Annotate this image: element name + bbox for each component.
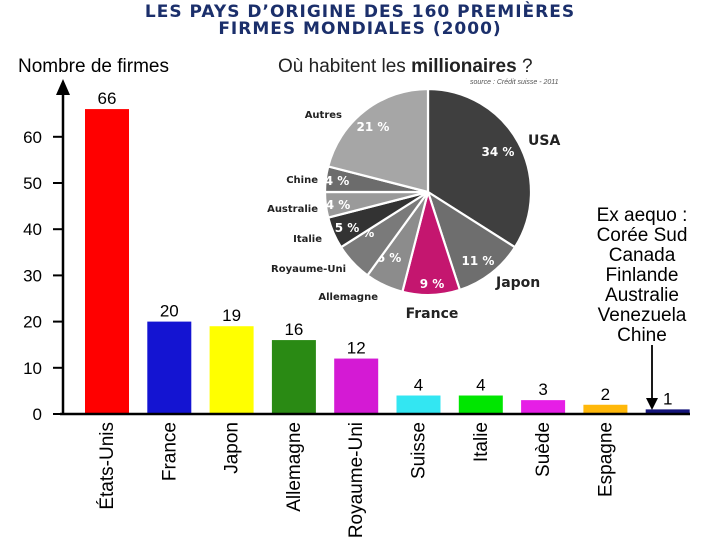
category-label: Italie xyxy=(471,422,492,462)
pie-percent-label: 34 % xyxy=(482,145,515,159)
pie-title-suffix: ? xyxy=(516,56,533,77)
pie-title-bold: millionaires xyxy=(411,56,517,77)
chart-axes: 0 10 20 30 40 50 60 xyxy=(23,79,690,424)
bar-value-label: 19 xyxy=(222,306,241,325)
category-label: Royaume-Uni xyxy=(346,422,367,538)
pie-percent-label: 5 % xyxy=(335,221,360,235)
category-label: Allemagne xyxy=(284,422,305,512)
bar-value-label: 3 xyxy=(538,380,547,399)
pie-slice-label: Australie xyxy=(267,204,318,215)
category-label: Suisse xyxy=(409,422,430,479)
pie-slice-label: Allemagne xyxy=(318,292,378,303)
chart-title-line-2: FIRMES MONDIALES (2000) xyxy=(218,19,502,39)
pie-slice xyxy=(326,87,430,194)
bar-value-label: 12 xyxy=(347,339,366,358)
bar-value-label: 1 xyxy=(663,389,672,408)
bar xyxy=(583,404,628,414)
pie-percent-label: 4 % xyxy=(325,174,350,188)
pie-slice-label: Autres xyxy=(305,110,342,121)
annotation-arrow-icon xyxy=(646,398,658,410)
y-axis-label: Nombre de firmes xyxy=(18,56,169,77)
category-label: France xyxy=(159,422,180,481)
bar-value-label: 66 xyxy=(98,89,117,108)
y-tick-label: 30 xyxy=(23,266,42,285)
bar-value-label: 20 xyxy=(160,302,179,321)
bar xyxy=(458,395,503,414)
chart-title-line-1: LES PAYS D’ORIGINE DES 160 PREMIÈRES xyxy=(144,2,576,22)
bar xyxy=(271,340,316,414)
ex-aequo-line: Canada xyxy=(608,245,676,266)
pie-slice-label: Italie xyxy=(293,234,322,245)
y-axis-arrow-icon xyxy=(56,79,70,95)
pie-slice-label: USA xyxy=(528,133,560,149)
pie-slice-label: Chine xyxy=(286,175,318,186)
bar xyxy=(521,400,566,414)
ex-aequo-line: Corée Sud xyxy=(596,225,688,246)
bar xyxy=(147,321,192,414)
ex-aequo-line: Venezuela xyxy=(597,305,687,326)
ex-aequo-annotation: Ex aequo : Corée Sud Canada Finlande Austral… xyxy=(572,206,712,346)
pie-slice-label: Royaume-Uni xyxy=(271,264,346,275)
pie-percent-label: 21 % xyxy=(357,120,390,134)
pie-percent-label: 9 % xyxy=(420,277,445,291)
pie-slice-label: France xyxy=(406,306,459,322)
chart-title: LES PAYS D’ORIGINE DES 160 PREMIÈRES FIR… xyxy=(0,4,720,38)
y-tick-label: 50 xyxy=(23,174,42,193)
ex-aequo-line: Ex aequo : xyxy=(596,205,688,226)
category-label: Suède xyxy=(533,422,554,477)
y-tick-label: 40 xyxy=(23,220,42,239)
pie-title-prefix: Où habitent les xyxy=(278,56,412,77)
bar-value-label: 16 xyxy=(284,320,303,339)
pie-slice-label: Japon xyxy=(495,275,540,291)
ex-aequo-line: Chine xyxy=(617,325,667,346)
bar xyxy=(85,109,129,414)
bar-chart: 66États-Unis20France19Japon16Allemagne12… xyxy=(85,89,690,538)
bar xyxy=(334,358,379,414)
category-label: États-Unis xyxy=(97,422,118,510)
pie-percent-label: 4 % xyxy=(326,198,351,212)
bar-value-label: 4 xyxy=(414,376,423,395)
y-tick-label: 10 xyxy=(23,359,42,378)
bar xyxy=(209,326,254,414)
y-tick-label: 20 xyxy=(23,313,42,332)
pie-slice xyxy=(426,189,517,292)
y-tick-label: 0 xyxy=(33,405,42,424)
category-label: Japon xyxy=(222,422,243,474)
pie-title: Où habitent les millionaires ? xyxy=(278,56,533,78)
ex-aequo-line: Finlande xyxy=(605,265,679,286)
category-label: Espagne xyxy=(595,422,616,497)
bar-value-label: 4 xyxy=(476,376,485,395)
y-tick-label: 60 xyxy=(23,128,42,147)
ex-aequo-line: Australie xyxy=(605,285,679,306)
pie-source: source : Crédit suisse - 2011 xyxy=(470,79,559,86)
bar xyxy=(645,409,690,414)
pie-percent-label: 11 % xyxy=(462,254,495,268)
bar-value-label: 2 xyxy=(601,385,610,404)
bar xyxy=(396,395,441,414)
